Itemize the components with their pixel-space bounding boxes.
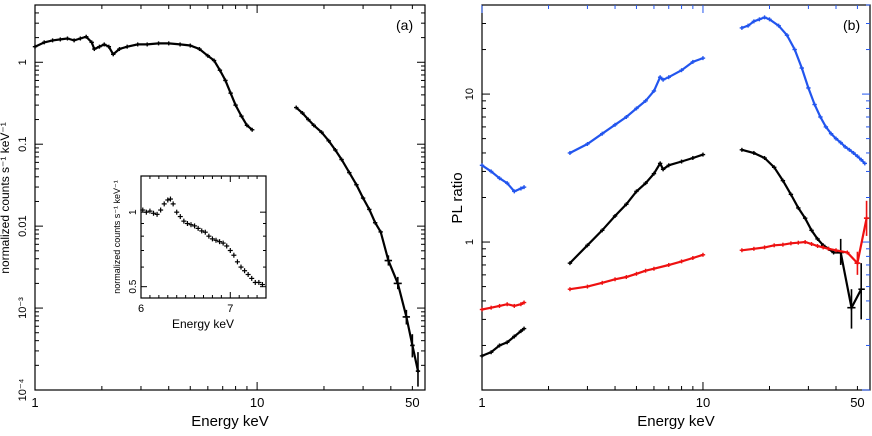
panel-b-ticks: 1 10 50 1 10 — [464, 4, 870, 410]
series-red-trace-1 — [569, 253, 704, 291]
panel-b-xlabel: Energy keV — [637, 413, 715, 430]
inset-y-tick-label: 0.5 — [128, 279, 139, 293]
y-tick-label: 1 — [464, 239, 476, 245]
panel-a: 1 10 50 10⁻⁴ 10⁻³ 0.01 0.1 1 (a) Energy keV nor… — [0, 4, 426, 430]
series-red-trace-2 — [741, 217, 868, 266]
series-black-trace-0 — [481, 327, 525, 357]
series-red-trace-0 — [481, 301, 525, 311]
panel-a-xlabel: Energy keV — [191, 413, 269, 430]
inset-frame — [140, 175, 267, 299]
panel-b: 1 10 50 1 10 (b) Energy keV PL ratio — [449, 4, 871, 430]
panel-a-label: (a) — [396, 17, 413, 33]
inset-ylabel: normalized counts s⁻¹ keV⁻¹ — [112, 180, 122, 294]
panel-a-frame — [34, 4, 426, 391]
panel-a-ticks: 1 10 50 10⁻⁴ 10⁻³ 0.01 0.1 1 — [17, 4, 425, 410]
panel-b-ylabel: PL ratio — [449, 172, 466, 223]
x-tick-label: 50 — [850, 395, 864, 410]
inset-y-tick-label: 1 — [128, 209, 139, 215]
x-tick-label: 1 — [478, 395, 485, 410]
x-tick-label: 10 — [696, 395, 710, 410]
y-tick-label: 0.01 — [17, 215, 29, 236]
y-tick-label: 10 — [464, 88, 476, 100]
x-tick-label: 50 — [405, 395, 419, 410]
y-tick-label: 10⁻⁴ — [17, 378, 29, 401]
series-spectrum-trace-0 — [34, 35, 253, 131]
inset-marks — [140, 196, 265, 288]
x-tick-label: 1 — [31, 395, 38, 410]
series-blue-trace-1 — [569, 57, 704, 154]
inset-x-tick-label: 6 — [138, 303, 144, 315]
panel-b-frame — [481, 4, 871, 391]
y-tick-label: 10⁻³ — [17, 297, 29, 319]
inset-ticks: 6 70.51 — [128, 176, 267, 315]
series-blue-trace-0 — [481, 164, 525, 193]
y-tick-label: 1 — [17, 59, 29, 65]
panel-b-marks — [479, 15, 870, 358]
series-black-trace-1 — [569, 153, 704, 264]
inset-xlabel: Energy keV — [172, 317, 234, 331]
panel-a-marks — [32, 34, 421, 387]
series-black-trace-2 — [741, 148, 863, 311]
y-tick-label: 0.1 — [17, 137, 29, 152]
panel-b-label: (b) — [843, 17, 860, 33]
inset-plot: 6 70.51 Energy keV normalized counts s⁻¹ … — [112, 175, 267, 331]
series-blue-trace-2 — [741, 16, 866, 165]
panel-a-ylabel: normalized counts s⁻¹ keV⁻¹ — [0, 122, 12, 273]
series-spectrum-trace-1 — [295, 106, 420, 372]
inset-x-tick-label: 7 — [227, 303, 233, 315]
x-tick-label: 10 — [250, 395, 264, 410]
